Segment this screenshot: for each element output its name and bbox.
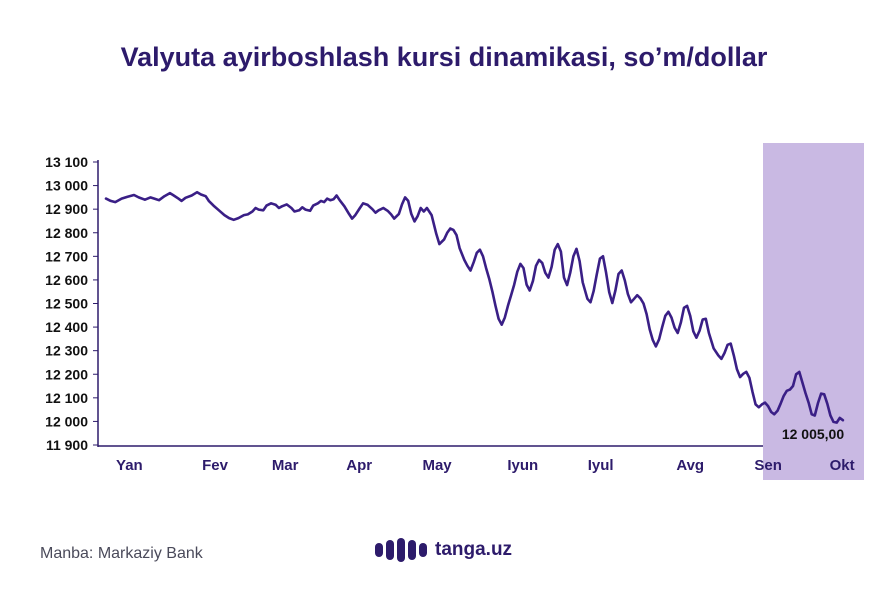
x-tick-label: Mar xyxy=(272,457,299,474)
logo-text: tanga.uz xyxy=(435,539,513,560)
y-tick-label: 12 500 xyxy=(45,296,88,312)
x-tick-label: Iyun xyxy=(507,457,538,474)
chart-title: Valyuta ayirboshlash kursi dinamikasi, s… xyxy=(120,42,768,72)
logo-icon xyxy=(375,538,427,562)
y-tick-label: 12 200 xyxy=(45,366,88,382)
y-tick-label: 12 600 xyxy=(45,272,88,288)
y-tick-label: 12 000 xyxy=(45,413,88,429)
x-tick-label: May xyxy=(422,457,452,474)
last-value-label: 12 005,00 xyxy=(782,426,844,442)
y-tick-label: 12 800 xyxy=(45,225,88,241)
y-tick-label: 13 100 xyxy=(45,154,88,170)
highlight-band xyxy=(763,143,864,480)
x-tick-label: Iyul xyxy=(588,457,614,474)
series-line xyxy=(104,190,845,424)
x-tick-label: Okt xyxy=(830,457,855,474)
y-tick-label: 12 900 xyxy=(45,201,88,217)
x-tick-label: Yan xyxy=(116,457,143,474)
x-tick-label: Fev xyxy=(202,457,229,474)
y-tick-label: 12 300 xyxy=(45,343,88,359)
y-tick-label: 12 400 xyxy=(45,319,88,335)
x-tick-label: Avg xyxy=(676,457,704,474)
y-tick-label: 13 000 xyxy=(45,178,88,194)
brand-logo: tanga.uz xyxy=(375,538,512,562)
source-note: Manba: Markaziy Bank xyxy=(40,545,203,562)
x-tick-label: Apr xyxy=(346,457,372,474)
x-tick-label: Sen xyxy=(754,457,782,474)
y-tick-label: 12 100 xyxy=(45,390,88,406)
y-tick-label: 12 700 xyxy=(45,248,88,264)
y-tick-label: 11 900 xyxy=(46,437,88,453)
